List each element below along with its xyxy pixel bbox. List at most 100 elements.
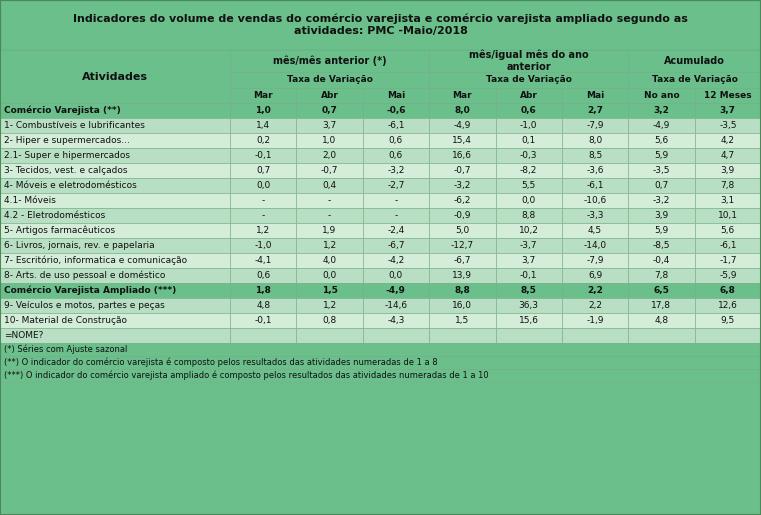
Bar [363,238,429,253]
Text: 3,7: 3,7 [720,106,736,115]
Text: -6,7: -6,7 [454,256,471,265]
Bar [629,193,695,208]
Text: 0,8: 0,8 [323,316,336,325]
Bar [230,72,429,88]
Text: 8,8: 8,8 [521,211,536,220]
Bar [495,238,562,253]
Bar [695,253,761,268]
Bar [363,148,429,163]
Text: 3,9: 3,9 [654,211,669,220]
Text: -2,7: -2,7 [387,181,405,190]
Bar [363,298,429,313]
Text: 1,5: 1,5 [322,286,337,295]
Text: -3,5: -3,5 [719,121,737,130]
Text: Mar: Mar [453,91,472,100]
Bar [562,298,629,313]
Text: 1,0: 1,0 [255,106,271,115]
Bar [363,178,429,193]
Bar [629,313,695,328]
Text: -6,1: -6,1 [387,121,405,130]
Bar [495,223,562,238]
Text: -4,3: -4,3 [387,316,405,325]
Text: -4,2: -4,2 [387,256,405,265]
Bar [296,238,363,253]
Bar [562,253,629,268]
Bar [695,193,761,208]
Bar [495,148,562,163]
Bar [296,268,363,283]
Text: mês/mês anterior (*): mês/mês anterior (*) [272,56,387,66]
Text: -6,2: -6,2 [454,196,471,205]
Text: -6,7: -6,7 [387,241,405,250]
Bar [296,223,363,238]
Text: 0,0: 0,0 [323,271,336,280]
Text: 1,5: 1,5 [455,316,470,325]
Bar [363,283,429,298]
Text: -1,9: -1,9 [586,316,603,325]
Bar [695,328,761,343]
Bar [629,178,695,193]
Text: 1,2: 1,2 [256,226,270,235]
Bar [429,193,495,208]
Text: 4,7: 4,7 [721,151,735,160]
Text: 8,0: 8,0 [454,106,470,115]
Text: -6,1: -6,1 [586,181,603,190]
Bar [429,103,495,118]
Text: Abr: Abr [520,91,537,100]
Text: 2.1- Super e hipermercados: 2.1- Super e hipermercados [4,151,130,160]
Bar [363,328,429,343]
Bar [495,298,562,313]
Bar [562,313,629,328]
Bar [429,88,495,103]
Text: 15,4: 15,4 [452,136,473,145]
Bar [629,118,695,133]
Bar [629,283,695,298]
Bar [429,298,495,313]
Text: 7,8: 7,8 [721,181,735,190]
Text: 1- Combustíveis e lubrificantes: 1- Combustíveis e lubrificantes [4,121,145,130]
Text: -7,9: -7,9 [586,256,603,265]
Bar [629,103,695,118]
Bar [629,223,695,238]
Bar [230,208,296,223]
Bar [429,72,629,88]
Text: -2,4: -2,4 [387,226,405,235]
Bar [562,163,629,178]
Bar [363,268,429,283]
Text: -14,6: -14,6 [384,301,407,310]
Text: Mar: Mar [253,91,273,100]
Text: -0,1: -0,1 [520,271,537,280]
Bar [629,50,761,72]
Text: 9,5: 9,5 [721,316,735,325]
Bar [296,298,363,313]
Text: 4,2: 4,2 [721,136,735,145]
Bar [0,163,230,178]
Bar [0,148,230,163]
Bar [562,238,629,253]
Text: 3,2: 3,2 [654,106,670,115]
Text: 0,7: 0,7 [322,106,337,115]
Text: 16,6: 16,6 [452,151,473,160]
Text: Mai: Mai [586,91,604,100]
Bar [429,133,495,148]
Bar [495,193,562,208]
Text: 0,2: 0,2 [256,136,270,145]
Bar [363,163,429,178]
Bar [695,178,761,193]
Bar [230,268,296,283]
Bar [629,268,695,283]
Text: 1,2: 1,2 [323,301,336,310]
Text: -: - [262,196,265,205]
Text: 8,8: 8,8 [454,286,470,295]
Bar [562,328,629,343]
Bar [695,88,761,103]
Bar [0,118,230,133]
Text: -0,4: -0,4 [653,256,670,265]
Text: Atividades: Atividades [82,72,148,81]
Bar [695,268,761,283]
Bar [562,178,629,193]
Bar [363,118,429,133]
Bar [629,253,695,268]
Bar [230,88,296,103]
Bar [695,283,761,298]
